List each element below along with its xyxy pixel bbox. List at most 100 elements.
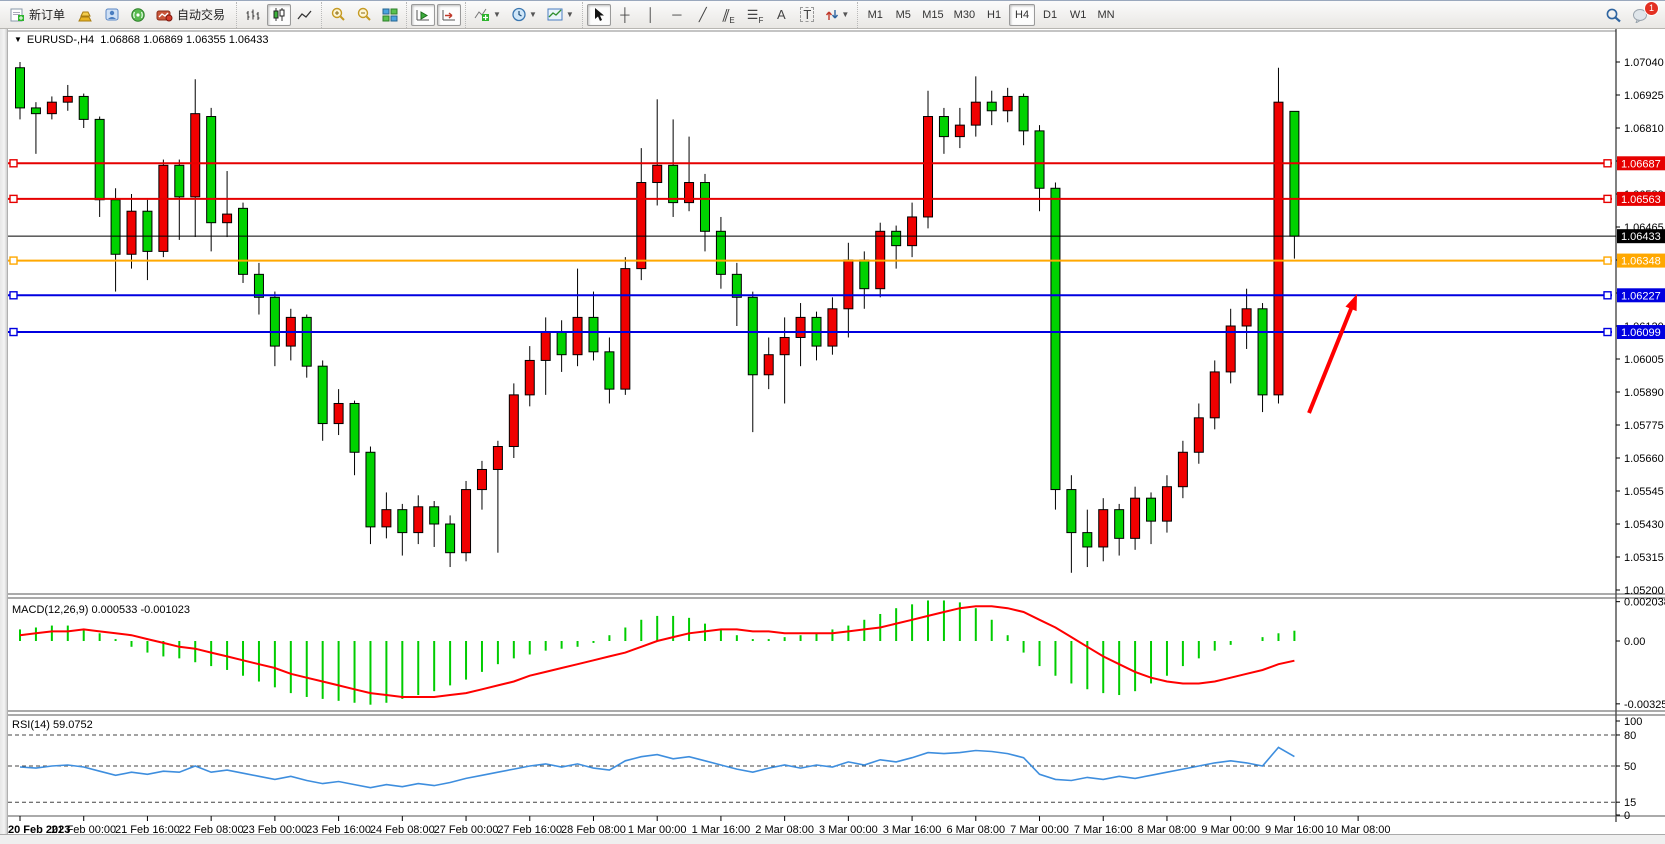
time-axis-label: 27 Feb 00:00	[434, 824, 499, 836]
time-axis-label: 6 Mar 08:00	[946, 824, 1005, 836]
timeframe-button-m5[interactable]: M5	[895, 8, 911, 21]
time-axis-label: 1 Mar 16:00	[692, 824, 751, 836]
candle-bear	[1257, 308, 1268, 396]
candle-bear	[349, 402, 360, 453]
timeframe-button-m15[interactable]: M15	[922, 8, 944, 21]
chart-dropdown-icon[interactable]: ▼	[14, 35, 22, 44]
candle-bear	[269, 296, 280, 347]
candle-bear	[110, 199, 121, 255]
timeframe-button-m30[interactable]: M30	[953, 8, 976, 21]
hline-1.06687[interactable]	[8, 159, 1612, 168]
candle-bull	[1002, 95, 1013, 112]
candle-bull	[413, 506, 424, 534]
candlestick-series	[15, 62, 1300, 573]
auto-trading-button[interactable]: 自动交易	[152, 4, 232, 26]
hline-1.06348[interactable]	[8, 256, 1612, 265]
candle-bear	[1050, 187, 1061, 491]
line-chart-button[interactable]	[293, 4, 317, 26]
template-icon	[547, 8, 563, 21]
hline-1.06227[interactable]	[8, 291, 1612, 300]
timeframe-button-d1[interactable]: D1	[1043, 8, 1058, 21]
market-watch-button[interactable]	[126, 4, 150, 26]
timeframe-button-h1[interactable]: H1	[987, 8, 1002, 21]
candle-bear	[1114, 509, 1125, 539]
vertical-line-button[interactable]: │	[639, 4, 663, 26]
auto-scroll-button[interactable]	[411, 3, 436, 26]
text-label-button[interactable]: T	[795, 4, 819, 26]
timeframe-button-m1[interactable]: M1	[867, 8, 883, 21]
tile-windows-button[interactable]	[378, 4, 402, 26]
candle-bull	[1273, 101, 1284, 396]
rsi-value: 59.0752	[52, 719, 93, 731]
panel-splitter-2[interactable]	[0, 710, 1665, 716]
data-window-button[interactable]	[100, 4, 124, 26]
indicators-caret-icon[interactable]: ▼	[493, 10, 501, 19]
indicators-button[interactable]: ▼	[470, 4, 505, 26]
text-button[interactable]: A	[769, 4, 793, 26]
candle-bear	[668, 164, 679, 204]
candlestick-chart-button[interactable]	[267, 3, 292, 26]
time-axis-label: 22 Feb 08:00	[179, 824, 244, 836]
candle-bear	[174, 164, 185, 198]
templates-caret-icon[interactable]: ▼	[565, 10, 574, 19]
toolbar-group-dropdowns: ▼ ▼ ▼	[465, 1, 582, 28]
time-axis-label: 27 Feb 16:00	[497, 824, 562, 836]
chart-canvas[interactable]: 1.070401.069251.068101.066951.065801.064…	[0, 29, 1665, 844]
bar-chart-button[interactable]	[241, 4, 265, 26]
trendline-button[interactable]: ╱	[691, 4, 715, 26]
line-handle	[9, 291, 18, 300]
macd-signal-value: -0.001023	[140, 604, 190, 616]
search-button[interactable]	[1601, 4, 1626, 26]
timeframe-button-w1[interactable]: W1	[1069, 8, 1087, 21]
toolbar-group-scroll	[406, 1, 465, 28]
cursor-button[interactable]	[586, 3, 611, 26]
notifications-button[interactable]: 1	[1628, 1, 1659, 26]
price-axis-flag-1.06227: 1.06227	[1617, 288, 1665, 303]
arrows-caret-icon[interactable]: ▼	[841, 10, 850, 19]
chart-shift-icon	[442, 9, 456, 20]
candle-bull	[843, 259, 854, 310]
candle-bear	[699, 182, 710, 232]
toolbar-group-trading: 新订单	[2, 2, 236, 28]
time-axis-label: 24 Feb 08:00	[370, 824, 435, 836]
rsi-axis-label: 0	[1624, 810, 1630, 822]
horizontal-line-button[interactable]: ─	[665, 4, 689, 26]
crosshair-button[interactable]: ┼	[613, 4, 637, 26]
timeframe-button-mn[interactable]: MN	[1097, 8, 1115, 21]
trend-arrow-annotation[interactable]	[1307, 294, 1357, 414]
candle-bull	[763, 354, 774, 376]
zoom-out-icon	[357, 7, 371, 21]
equidistant-channel-button[interactable]: ∥ E	[717, 4, 741, 26]
macd-axis-label: 0.002038	[1624, 597, 1665, 609]
templates-button[interactable]: ▼	[543, 4, 578, 26]
hline-1.06563[interactable]	[8, 194, 1612, 204]
candle-bull	[461, 489, 472, 554]
status-bar	[0, 834, 1665, 844]
candlestick-chart-icon	[273, 8, 285, 21]
bar-chart-icon	[246, 9, 260, 20]
new-order-button[interactable]: 新订单	[6, 4, 72, 26]
candle-bear	[731, 273, 742, 298]
periods-button[interactable]: ▼	[507, 4, 541, 26]
candle-bull	[158, 164, 169, 252]
candle-bull	[684, 182, 695, 204]
panel-splitter-1[interactable]	[0, 593, 1665, 599]
zoom-in-button[interactable]	[326, 4, 350, 26]
candle-bull	[62, 95, 73, 103]
hline-1.06099[interactable]	[8, 327, 1612, 337]
fibonacci-subscript: F	[758, 15, 764, 25]
new-order-icon	[10, 8, 24, 22]
arrows-button[interactable]: ▼	[821, 4, 853, 26]
zoom-out-button[interactable]	[352, 4, 376, 26]
symbols-button[interactable]	[74, 4, 98, 26]
fibonacci-button[interactable]: ☰ F	[743, 4, 768, 26]
timeframe-button-h4[interactable]: H4	[1009, 3, 1036, 26]
trendline-icon: ╱	[698, 7, 707, 22]
periods-caret-icon[interactable]: ▼	[528, 10, 537, 19]
candle-bull	[46, 101, 57, 115]
price-axis-flag-1.06099: 1.06099	[1617, 325, 1665, 340]
chart-shift-button[interactable]	[437, 3, 462, 26]
rsi-indicator-label: RSI(14) 59.0752	[12, 719, 93, 731]
candle-bull	[1225, 325, 1236, 373]
